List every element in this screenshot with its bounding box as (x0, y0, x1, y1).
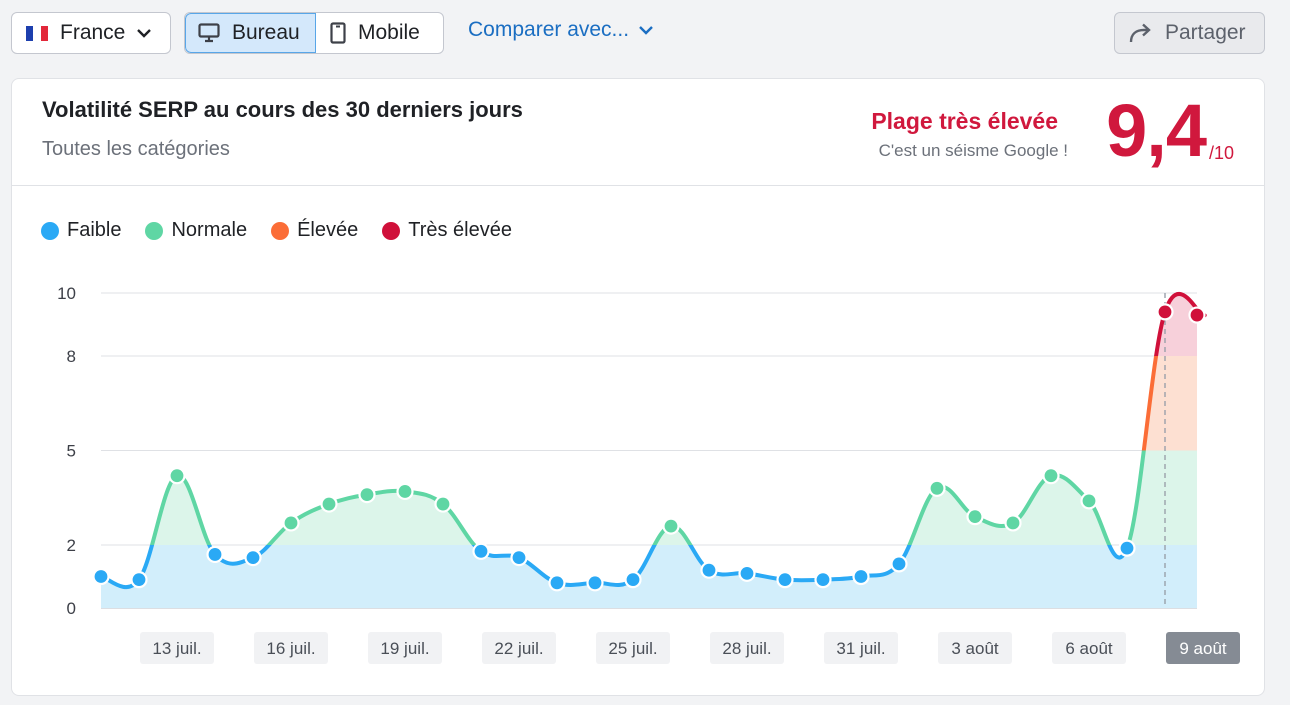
share-arrow-icon (1129, 23, 1151, 43)
compare-dropdown[interactable]: Comparer avec... (468, 18, 653, 42)
data-point (358, 486, 376, 504)
area-band-2 (101, 356, 1197, 451)
legend-dot (382, 221, 401, 240)
data-point (814, 571, 832, 589)
data-point (662, 517, 680, 535)
share-label: Partager (1165, 21, 1246, 44)
legend-label: Normale (171, 219, 248, 241)
chevron-down-icon (137, 29, 152, 38)
desktop-button[interactable]: Bureau (185, 13, 316, 53)
device-toggle: Bureau Mobile (184, 12, 444, 54)
data-point (1042, 467, 1060, 485)
x-tick-label: 13 juil. (152, 639, 201, 658)
x-tick-label: 19 juil. (380, 639, 429, 658)
x-tick-label: 28 juil. (722, 639, 771, 658)
data-point (92, 567, 110, 586)
y-tick-label: 2 (67, 536, 76, 555)
share-button[interactable]: Partager (1114, 12, 1265, 54)
mobile-icon (330, 22, 346, 44)
data-point (966, 508, 984, 526)
data-point (1188, 306, 1206, 324)
legend-item-faible[interactable]: Faible (41, 219, 121, 242)
data-point (548, 574, 566, 592)
legend-dot (271, 221, 290, 240)
y-tick-label: 5 (67, 442, 76, 461)
data-point (244, 548, 262, 567)
data-point (1156, 303, 1174, 321)
y-tick-label: 10 (57, 284, 76, 303)
country-label: France (60, 21, 126, 44)
area-band-3 (101, 293, 1197, 356)
data-point (738, 564, 756, 582)
desktop-label: Bureau (232, 21, 300, 44)
legend-item-normale[interactable]: Normale (145, 219, 247, 242)
volatility-score: 9,4 (1106, 89, 1207, 172)
data-point (928, 479, 946, 497)
range-description: C'est un séisme Google ! (878, 141, 1068, 160)
x-tick-label: 16 juil. (266, 639, 315, 658)
chevron-down-icon (639, 26, 653, 35)
toolbar: France Bureau Mobile Comparer avec... Pa… (0, 0, 1290, 66)
x-tick-label: 31 juil. (836, 639, 885, 658)
legend-label: Très élevée (408, 219, 512, 241)
x-tick-label: 6 août (1065, 639, 1113, 658)
x-tick-label: 22 juil. (494, 639, 543, 658)
desktop-icon (198, 23, 220, 43)
data-point (586, 574, 604, 592)
y-tick-label: 8 (67, 347, 76, 366)
data-point (510, 548, 528, 567)
legend-item-elevee[interactable]: Élevée (271, 219, 358, 242)
legend-label: Élevée (297, 219, 359, 241)
data-point (776, 571, 794, 589)
compare-label: Comparer avec... (468, 18, 630, 41)
range-label: Plage très élevée (871, 108, 1058, 134)
mobile-button[interactable]: Mobile (316, 13, 443, 53)
france-flag-icon (26, 25, 48, 41)
data-point (1080, 492, 1098, 510)
data-point (320, 495, 338, 513)
x-tick-label: 9 août (1179, 639, 1227, 658)
x-tick-box (1052, 632, 1126, 664)
data-point (206, 545, 224, 564)
data-point (168, 467, 186, 485)
card-title: Volatilité SERP au cours des 30 derniers… (42, 97, 523, 122)
x-tick-box (938, 632, 1012, 664)
data-point (852, 567, 870, 586)
y-tick-label: 0 (67, 599, 76, 618)
x-tick-box (824, 632, 898, 664)
x-tick-box (368, 632, 442, 664)
legend-dot (41, 221, 59, 240)
legend-dot (145, 221, 164, 240)
data-point (130, 571, 148, 589)
card-header: Volatilité SERP au cours des 30 derniers… (12, 79, 1264, 186)
data-point (624, 571, 642, 589)
data-point (1118, 539, 1136, 557)
data-point (890, 555, 908, 573)
legend-item-tres-elevee[interactable]: Très élevée (382, 219, 512, 242)
x-tick-box (596, 632, 670, 664)
x-tick-box (710, 632, 784, 664)
x-tick-label: 25 juil. (608, 639, 657, 658)
data-point (396, 482, 414, 501)
data-point (434, 495, 452, 513)
x-tick-box (1166, 632, 1240, 664)
x-tick-box (140, 632, 214, 664)
chart-legend: Faible Normale Élevée Très élevée (41, 219, 536, 242)
volatility-score-max: /10 (1208, 143, 1234, 163)
card-subtitle: Toutes les catégories (42, 138, 230, 160)
legend-label: Faible (67, 219, 122, 241)
x-tick-box (254, 632, 328, 664)
data-point (1004, 514, 1022, 532)
x-tick-box (482, 632, 556, 664)
x-tick-label: 3 août (951, 639, 999, 658)
data-point (700, 561, 718, 579)
mobile-label: Mobile (357, 21, 420, 44)
country-select[interactable]: France (11, 12, 171, 54)
data-point (472, 542, 490, 560)
data-point (282, 514, 300, 532)
